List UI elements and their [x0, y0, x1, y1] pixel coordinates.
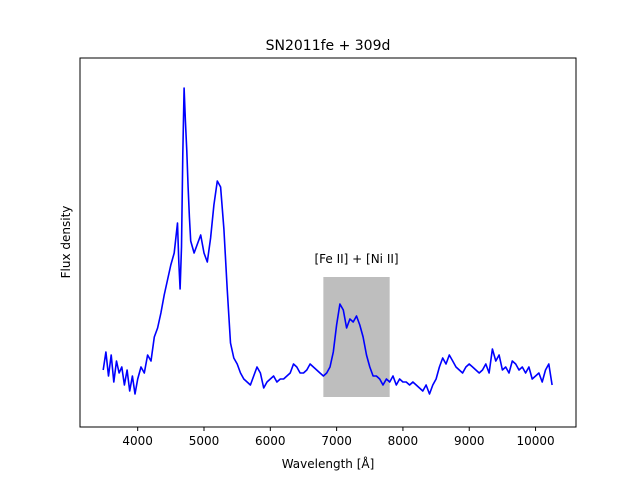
spectrum-line — [102, 87, 553, 395]
x-tick-label: 9000 — [454, 434, 485, 448]
x-tick-label: 5000 — [189, 434, 220, 448]
x-tick-label: 10000 — [516, 434, 554, 448]
x-axis: 4000 5000 6000 7000 8000 9000 10000 — [122, 427, 555, 448]
x-tick-label: 8000 — [388, 434, 419, 448]
axes-frame — [79, 57, 577, 428]
chart-title: SN2011fe + 309d — [266, 38, 391, 54]
x-tick-label: 4000 — [122, 434, 153, 448]
plot-area — [79, 57, 577, 428]
highlight-label: [Fe II] + [Ni II] — [314, 252, 398, 266]
x-tick-label: 7000 — [321, 434, 352, 448]
x-tick-label: 6000 — [255, 434, 286, 448]
x-axis-label: Wavelength [Å] — [282, 456, 375, 471]
y-axis-label: Flux density — [59, 206, 73, 279]
